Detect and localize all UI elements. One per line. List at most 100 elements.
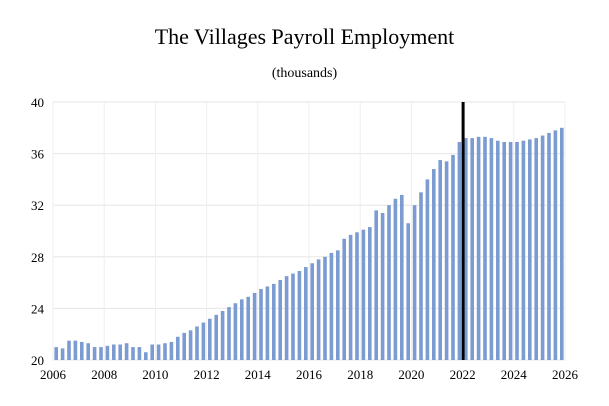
bar <box>137 347 142 360</box>
bar <box>54 347 58 360</box>
bar <box>438 160 442 360</box>
bar <box>297 270 302 360</box>
bar <box>272 283 276 360</box>
bar <box>201 322 206 360</box>
bar <box>483 136 487 360</box>
chart-title: The Villages Payroll Employment <box>154 24 455 49</box>
bar <box>208 318 212 360</box>
bar <box>150 344 154 360</box>
bar <box>99 347 103 360</box>
bar <box>464 138 468 360</box>
x-tick-label: 2016 <box>296 367 323 382</box>
bar <box>393 198 398 360</box>
x-tick-label: 2022 <box>450 367 476 382</box>
bar <box>355 232 359 360</box>
x-tick-label: 2024 <box>501 367 528 382</box>
bar <box>528 139 532 360</box>
bar <box>278 280 282 360</box>
gridlines <box>52 101 566 361</box>
bar <box>86 343 90 360</box>
bar <box>105 345 110 360</box>
y-tick-label: 32 <box>31 198 44 213</box>
bar <box>124 343 129 360</box>
bar <box>412 205 417 360</box>
x-tick-label: 2018 <box>347 367 373 382</box>
bar <box>131 347 135 360</box>
bar <box>195 326 199 360</box>
x-tick-label: 2014 <box>245 367 272 382</box>
chart-subtitle: (thousands) <box>271 66 338 81</box>
y-tick-label: 20 <box>31 353 44 368</box>
bar <box>163 343 167 360</box>
bar <box>553 130 558 360</box>
bar <box>73 340 78 360</box>
bar <box>310 263 314 360</box>
bar <box>233 303 238 360</box>
bar <box>361 229 366 360</box>
bar <box>188 330 193 360</box>
bar <box>508 141 513 360</box>
bar <box>259 289 263 360</box>
bar <box>521 140 526 360</box>
bar <box>432 169 436 360</box>
bar <box>144 352 148 360</box>
bar <box>265 286 270 360</box>
bar <box>348 234 353 360</box>
bar <box>368 227 372 360</box>
y-tick-label: 36 <box>31 147 45 162</box>
bar <box>451 154 455 360</box>
bar <box>406 223 410 360</box>
bar <box>291 273 295 360</box>
bar <box>80 341 84 360</box>
bar <box>470 138 474 360</box>
bar <box>214 314 218 360</box>
x-tick-label: 2020 <box>398 367 424 382</box>
bar <box>118 344 122 360</box>
bar <box>182 332 186 360</box>
x-tick-label: 2026 <box>552 367 579 382</box>
bar <box>476 136 481 360</box>
bar <box>284 276 289 360</box>
bar <box>67 340 71 360</box>
bar <box>496 140 500 360</box>
bar <box>329 252 334 360</box>
bar <box>112 344 116 360</box>
bar <box>342 238 346 360</box>
bar <box>547 132 551 360</box>
bar <box>540 135 545 360</box>
bar <box>457 141 462 360</box>
bar <box>227 307 231 360</box>
bar <box>515 141 519 360</box>
y-axis: 20 24 28 32 36 40 <box>31 95 45 368</box>
bar <box>246 296 250 360</box>
bar <box>419 192 423 360</box>
bar <box>252 292 257 360</box>
bar <box>534 138 538 360</box>
bar <box>380 212 385 360</box>
bar <box>400 194 404 360</box>
x-tick-label: 2008 <box>91 367 117 382</box>
bar <box>374 210 378 360</box>
bar <box>304 267 308 360</box>
bar <box>560 127 564 360</box>
x-axis: 2006 2008 2010 2012 2014 2016 2018 2020 2022 2024… <box>40 367 579 382</box>
bar <box>60 348 65 360</box>
bar <box>169 341 174 360</box>
bar <box>444 161 449 360</box>
bar <box>240 299 244 360</box>
y-tick-label: 24 <box>31 301 45 316</box>
bar <box>92 347 97 360</box>
bar <box>220 310 225 360</box>
bar <box>425 179 430 360</box>
bar <box>316 259 321 360</box>
bar <box>176 336 180 360</box>
bar <box>489 138 494 360</box>
bar <box>502 141 506 360</box>
x-tick-label: 2010 <box>142 367 168 382</box>
bars <box>54 127 564 360</box>
bar <box>387 205 391 360</box>
x-tick-label: 2012 <box>194 367 220 382</box>
x-tick-label: 2006 <box>40 367 67 382</box>
bar <box>323 256 327 360</box>
